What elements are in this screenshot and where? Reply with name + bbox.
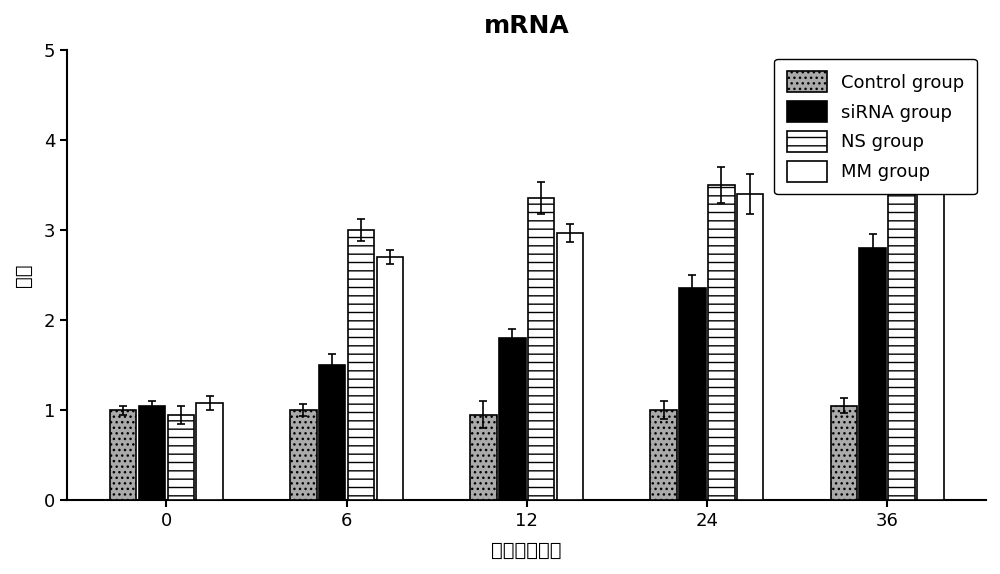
X-axis label: 时间（小时）: 时间（小时） (491, 541, 562, 560)
Bar (196, 403, 223, 500)
Bar (650, 410, 677, 500)
Bar (737, 194, 763, 500)
Bar (679, 288, 706, 500)
Bar (557, 232, 583, 500)
Bar (110, 410, 136, 500)
Bar (528, 198, 554, 500)
Bar (168, 414, 194, 500)
Legend: Control group, siRNA group, NS group, MM group: Control group, siRNA group, NS group, MM… (774, 59, 977, 195)
Bar (499, 338, 526, 500)
Bar (917, 166, 944, 500)
Bar (319, 365, 345, 500)
Bar (348, 230, 374, 500)
Bar (888, 177, 915, 500)
Bar (377, 257, 403, 500)
Bar (139, 406, 165, 500)
Bar (708, 185, 735, 500)
Title: mRNA: mRNA (484, 14, 570, 38)
Bar (859, 248, 886, 500)
Bar (831, 406, 857, 500)
Bar (290, 410, 317, 500)
Bar (470, 414, 497, 500)
Y-axis label: 比値: 比値 (14, 263, 33, 286)
